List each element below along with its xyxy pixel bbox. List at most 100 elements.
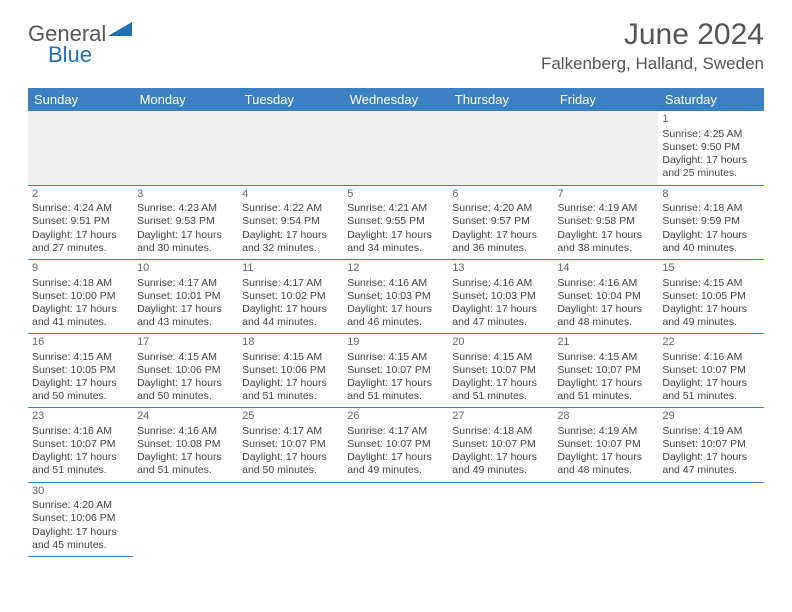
daylight-text: Daylight: 17 hours and 45 minutes. [32, 526, 129, 552]
daylight-text: Daylight: 17 hours and 51 minutes. [137, 451, 234, 477]
day-number: 28 [557, 410, 654, 424]
sunset-text: Sunset: 9:55 PM [347, 215, 444, 228]
sunrise-text: Sunrise: 4:24 AM [32, 202, 129, 215]
calendar-cell: 26Sunrise: 4:17 AMSunset: 10:07 PMDaylig… [343, 408, 448, 482]
sunset-text: Sunset: 9:50 PM [662, 141, 759, 154]
sunset-text: Sunset: 10:05 PM [662, 290, 759, 303]
daylight-text: Daylight: 17 hours and 47 minutes. [452, 303, 549, 329]
calendar-body: 1Sunrise: 4:25 AMSunset: 9:50 PMDaylight… [28, 111, 764, 556]
sunset-text: Sunset: 10:03 PM [452, 290, 549, 303]
day-header: Thursday [448, 88, 553, 111]
calendar-cell: 22Sunrise: 4:16 AMSunset: 10:07 PMDaylig… [658, 334, 763, 408]
daylight-text: Daylight: 17 hours and 49 minutes. [347, 451, 444, 477]
sunset-text: Sunset: 9:51 PM [32, 215, 129, 228]
calendar-cell [238, 482, 343, 556]
daylight-text: Daylight: 17 hours and 38 minutes. [557, 229, 654, 255]
day-header: Friday [553, 88, 658, 111]
calendar-cell [448, 482, 553, 556]
sunrise-text: Sunrise: 4:20 AM [452, 202, 549, 215]
daylight-text: Daylight: 17 hours and 51 minutes. [662, 377, 759, 403]
sunrise-text: Sunrise: 4:15 AM [557, 351, 654, 364]
day-number: 3 [137, 188, 234, 202]
day-number: 21 [557, 336, 654, 350]
daylight-text: Daylight: 17 hours and 43 minutes. [137, 303, 234, 329]
calendar-cell: 9Sunrise: 4:18 AMSunset: 10:00 PMDayligh… [28, 259, 133, 333]
sunset-text: Sunset: 10:06 PM [242, 364, 339, 377]
calendar-cell: 20Sunrise: 4:15 AMSunset: 10:07 PMDaylig… [448, 334, 553, 408]
sunrise-text: Sunrise: 4:17 AM [347, 425, 444, 438]
sunset-text: Sunset: 10:07 PM [452, 364, 549, 377]
day-number: 5 [347, 188, 444, 202]
calendar-row: 9Sunrise: 4:18 AMSunset: 10:00 PMDayligh… [28, 259, 764, 333]
calendar-cell: 8Sunrise: 4:18 AMSunset: 9:59 PMDaylight… [658, 185, 763, 259]
sunset-text: Sunset: 10:07 PM [557, 364, 654, 377]
sunrise-text: Sunrise: 4:19 AM [557, 425, 654, 438]
sunrise-text: Sunrise: 4:20 AM [32, 499, 129, 512]
sunset-text: Sunset: 9:53 PM [137, 215, 234, 228]
day-header: Monday [133, 88, 238, 111]
day-number: 12 [347, 262, 444, 276]
calendar-cell: 16Sunrise: 4:15 AMSunset: 10:05 PMDaylig… [28, 334, 133, 408]
sunrise-text: Sunrise: 4:16 AM [32, 425, 129, 438]
day-number: 20 [452, 336, 549, 350]
calendar-row: 30Sunrise: 4:20 AMSunset: 10:06 PMDaylig… [28, 482, 764, 556]
daylight-text: Daylight: 17 hours and 51 minutes. [242, 377, 339, 403]
day-number: 25 [242, 410, 339, 424]
sunrise-text: Sunrise: 4:18 AM [662, 202, 759, 215]
calendar-cell [343, 111, 448, 185]
calendar-cell: 17Sunrise: 4:15 AMSunset: 10:06 PMDaylig… [133, 334, 238, 408]
calendar-row: 1Sunrise: 4:25 AMSunset: 9:50 PMDaylight… [28, 111, 764, 185]
calendar-cell [28, 111, 133, 185]
sunset-text: Sunset: 10:07 PM [662, 438, 759, 451]
sunrise-text: Sunrise: 4:18 AM [32, 277, 129, 290]
daylight-text: Daylight: 17 hours and 48 minutes. [557, 451, 654, 477]
sunset-text: Sunset: 9:59 PM [662, 215, 759, 228]
day-number: 13 [452, 262, 549, 276]
sunrise-text: Sunrise: 4:16 AM [557, 277, 654, 290]
daylight-text: Daylight: 17 hours and 32 minutes. [242, 229, 339, 255]
sunrise-text: Sunrise: 4:16 AM [452, 277, 549, 290]
daylight-text: Daylight: 17 hours and 49 minutes. [662, 303, 759, 329]
calendar-cell: 15Sunrise: 4:15 AMSunset: 10:05 PMDaylig… [658, 259, 763, 333]
calendar-cell: 1Sunrise: 4:25 AMSunset: 9:50 PMDaylight… [658, 111, 763, 185]
calendar-cell: 12Sunrise: 4:16 AMSunset: 10:03 PMDaylig… [343, 259, 448, 333]
daylight-text: Daylight: 17 hours and 40 minutes. [662, 229, 759, 255]
day-number: 15 [662, 262, 759, 276]
day-header: Wednesday [343, 88, 448, 111]
logo-triangle-icon [108, 18, 134, 44]
calendar-cell [133, 482, 238, 556]
calendar-cell: 25Sunrise: 4:17 AMSunset: 10:07 PMDaylig… [238, 408, 343, 482]
day-number: 22 [662, 336, 759, 350]
calendar-cell: 30Sunrise: 4:20 AMSunset: 10:06 PMDaylig… [28, 482, 133, 556]
sunrise-text: Sunrise: 4:17 AM [242, 425, 339, 438]
sunrise-text: Sunrise: 4:21 AM [347, 202, 444, 215]
daylight-text: Daylight: 17 hours and 51 minutes. [32, 451, 129, 477]
day-number: 30 [32, 485, 129, 499]
sunset-text: Sunset: 10:07 PM [662, 364, 759, 377]
title-block: June 2024 Falkenberg, Halland, Sweden [541, 18, 764, 74]
day-number: 11 [242, 262, 339, 276]
daylight-text: Daylight: 17 hours and 48 minutes. [557, 303, 654, 329]
sunset-text: Sunset: 10:06 PM [32, 512, 129, 525]
day-number: 17 [137, 336, 234, 350]
calendar-cell: 19Sunrise: 4:15 AMSunset: 10:07 PMDaylig… [343, 334, 448, 408]
calendar-cell [448, 111, 553, 185]
sunrise-text: Sunrise: 4:25 AM [662, 128, 759, 141]
day-number: 27 [452, 410, 549, 424]
calendar-table: SundayMondayTuesdayWednesdayThursdayFrid… [28, 88, 764, 557]
daylight-text: Daylight: 17 hours and 51 minutes. [557, 377, 654, 403]
sunrise-text: Sunrise: 4:15 AM [452, 351, 549, 364]
calendar-cell: 11Sunrise: 4:17 AMSunset: 10:02 PMDaylig… [238, 259, 343, 333]
calendar-cell: 14Sunrise: 4:16 AMSunset: 10:04 PMDaylig… [553, 259, 658, 333]
calendar-cell: 27Sunrise: 4:18 AMSunset: 10:07 PMDaylig… [448, 408, 553, 482]
calendar-cell: 24Sunrise: 4:16 AMSunset: 10:08 PMDaylig… [133, 408, 238, 482]
calendar-cell: 3Sunrise: 4:23 AMSunset: 9:53 PMDaylight… [133, 185, 238, 259]
sunset-text: Sunset: 10:07 PM [557, 438, 654, 451]
daylight-text: Daylight: 17 hours and 51 minutes. [452, 377, 549, 403]
sunrise-text: Sunrise: 4:16 AM [137, 425, 234, 438]
sunrise-text: Sunrise: 4:17 AM [242, 277, 339, 290]
logo-text-blue: Blue [48, 42, 92, 68]
day-number: 9 [32, 262, 129, 276]
sunset-text: Sunset: 10:07 PM [452, 438, 549, 451]
day-header: Sunday [28, 88, 133, 111]
